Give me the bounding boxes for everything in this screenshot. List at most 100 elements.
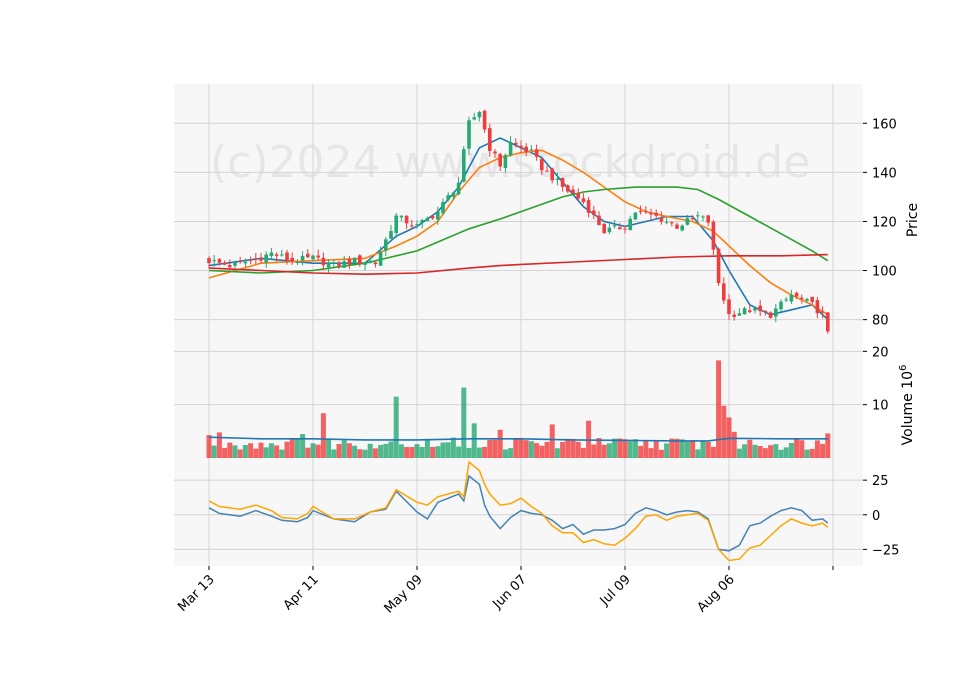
candle-body <box>659 217 664 222</box>
volume-bar <box>601 444 607 458</box>
volume-bar <box>627 441 633 458</box>
candle-body <box>508 142 513 156</box>
candle-body <box>742 308 747 315</box>
candle-body <box>269 252 274 257</box>
volume-bar <box>471 423 477 458</box>
volume-bar <box>476 447 482 458</box>
oscillator-tick-label: −25 <box>872 543 899 558</box>
candle-body <box>654 212 658 216</box>
candle-body <box>446 195 450 200</box>
volume-bar <box>497 429 503 458</box>
volume-ma-line <box>208 436 828 442</box>
volume-bar <box>814 440 820 458</box>
date-tick-label: Jun 07 <box>490 572 530 612</box>
candle-body <box>384 239 388 251</box>
volume-bar <box>300 434 306 458</box>
volume-bar <box>684 441 690 458</box>
candle-body <box>571 189 575 194</box>
volume-bar <box>440 442 446 458</box>
volume-bar <box>466 447 472 458</box>
candle-body <box>488 128 492 151</box>
candle-body <box>467 120 471 149</box>
volume-bar <box>216 432 222 458</box>
candle-body <box>477 112 482 118</box>
candle-body <box>295 262 300 264</box>
candle-body <box>420 220 424 223</box>
candle-body <box>820 311 825 313</box>
candle-body <box>259 258 263 261</box>
volume-bar <box>768 445 774 458</box>
candle-body <box>347 259 352 265</box>
candle-body <box>722 283 726 301</box>
volume-bar <box>456 446 462 458</box>
candle-body <box>503 155 508 168</box>
volume-bar <box>742 444 748 458</box>
candle-body <box>207 258 211 264</box>
volume-bar <box>315 444 321 458</box>
volume-axis-label: Volume 106 <box>898 365 916 446</box>
volume-bar <box>539 445 545 458</box>
volume-bar <box>596 438 602 458</box>
volume-bar <box>518 439 524 458</box>
volume-bar <box>279 449 285 458</box>
volume-bar <box>326 439 332 458</box>
volume-bar <box>804 449 810 458</box>
candle-body <box>326 262 331 268</box>
candle-body <box>243 261 248 264</box>
volume-bar <box>227 442 233 458</box>
price-tick-label: 160 <box>872 117 897 132</box>
candle-body <box>566 185 570 192</box>
volume-bar <box>580 447 586 458</box>
candle-body <box>597 215 601 226</box>
date-tick-label: Apr 11 <box>281 572 322 613</box>
volume-bar <box>289 437 295 458</box>
candle-body <box>306 253 310 258</box>
candle-body <box>238 261 242 263</box>
candle-body <box>675 224 679 229</box>
volume-bar <box>679 439 685 458</box>
candle-body <box>706 215 710 223</box>
volume-bar <box>747 439 753 458</box>
volume-bar <box>778 449 784 458</box>
volume-bar <box>222 447 228 458</box>
oscillator-line-2 <box>208 460 829 562</box>
volume-bar <box>570 438 576 458</box>
volume-bar <box>825 433 831 458</box>
volume-bar <box>242 444 248 458</box>
volume-bar <box>664 443 670 458</box>
candle-body <box>394 215 398 233</box>
candle-body <box>410 225 414 227</box>
candle-body <box>690 218 695 220</box>
candle-body <box>628 218 632 231</box>
volume-bar <box>237 449 243 458</box>
candle-body <box>685 218 690 225</box>
volume-bar <box>710 446 716 458</box>
candle-body <box>711 221 716 250</box>
candle-body <box>664 221 669 223</box>
candle-body <box>763 310 768 312</box>
candle-body <box>716 248 721 284</box>
volume-bar <box>211 445 217 458</box>
volume-bar <box>638 445 644 458</box>
candle-body <box>332 262 336 264</box>
volume-bar <box>721 405 727 458</box>
candle-body <box>753 308 757 311</box>
candle-body <box>285 252 289 261</box>
volume-bar <box>534 443 540 458</box>
candle-body <box>352 257 357 264</box>
candle-body <box>311 255 315 260</box>
price-axis-label: Price <box>905 203 921 237</box>
volume-bar <box>674 438 680 458</box>
volume-axis-label-exponent: 6 <box>898 365 909 371</box>
candle-body <box>482 110 487 130</box>
candle-body <box>737 313 742 316</box>
candle-body <box>638 211 643 213</box>
volume-bar <box>658 449 664 458</box>
candle-body <box>342 261 346 268</box>
volume-bar <box>268 443 274 458</box>
candle-body <box>436 211 440 220</box>
candle-body <box>534 149 539 157</box>
candle-body <box>680 225 684 231</box>
candle-body <box>592 210 596 215</box>
